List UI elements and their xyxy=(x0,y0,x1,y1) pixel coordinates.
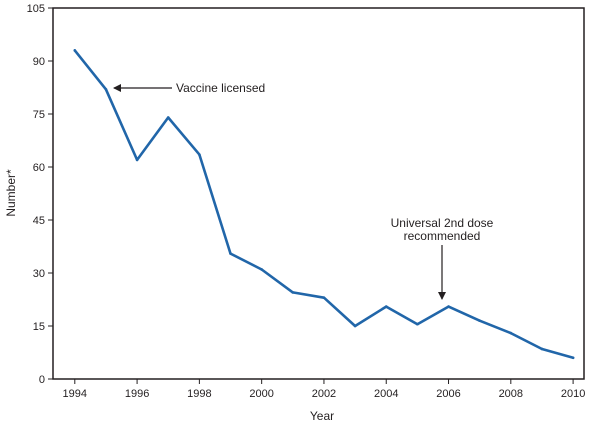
annotation-vaccine-licensed: Vaccine licensed xyxy=(113,81,265,95)
data-point xyxy=(353,324,357,328)
data-point xyxy=(291,291,295,294)
series-line xyxy=(73,49,575,360)
x-tick-label: 1998 xyxy=(187,388,211,400)
y-axis: 0 15 30 45 60 75 90 105 xyxy=(27,3,53,386)
y-tick-label: 0 xyxy=(39,374,45,386)
y-tick-label: 105 xyxy=(27,3,45,15)
data-point xyxy=(104,87,108,91)
x-tick-label: 2010 xyxy=(561,388,585,400)
y-axis-title: Number* xyxy=(4,169,18,217)
x-tick-label: 2000 xyxy=(249,388,273,400)
annotation-second-dose: Universal 2nd dose recommended xyxy=(391,216,494,300)
annotation-text: Universal 2nd dose xyxy=(391,216,494,230)
x-tick-label: 2006 xyxy=(436,388,460,400)
data-point xyxy=(322,296,326,300)
series-layer xyxy=(73,49,575,360)
y-tick-label: 75 xyxy=(33,109,45,121)
data-point xyxy=(229,252,232,255)
data-point xyxy=(135,158,139,162)
x-axis: 1994 1996 1998 2000 2002 2004 2006 2008 2010 xyxy=(63,379,585,400)
x-tick-label: 2004 xyxy=(374,388,398,400)
data-point xyxy=(384,305,388,308)
y-tick-label: 15 xyxy=(33,321,45,333)
annotation-text: recommended xyxy=(404,229,481,243)
data-point xyxy=(509,331,513,335)
data-point xyxy=(198,153,201,156)
y-tick-label: 45 xyxy=(33,215,45,227)
y-tick-label: 60 xyxy=(33,162,45,174)
annotation-text: Vaccine licensed xyxy=(176,81,265,95)
y-tick-label: 30 xyxy=(33,268,45,280)
data-point xyxy=(571,356,575,360)
data-point xyxy=(478,319,481,323)
data-point xyxy=(540,347,544,351)
x-tick-label: 1994 xyxy=(63,388,87,400)
y-tick-label: 90 xyxy=(33,56,45,68)
x-tick-label: 2008 xyxy=(499,388,523,400)
data-point xyxy=(166,116,170,119)
data-point xyxy=(447,305,450,308)
data-point xyxy=(260,268,263,271)
data-point xyxy=(416,322,419,326)
x-tick-label: 1996 xyxy=(125,388,149,400)
plot-frame xyxy=(52,7,585,380)
x-tick-label: 2002 xyxy=(312,388,336,400)
data-point xyxy=(73,49,77,52)
x-axis-title: Year xyxy=(310,409,334,423)
